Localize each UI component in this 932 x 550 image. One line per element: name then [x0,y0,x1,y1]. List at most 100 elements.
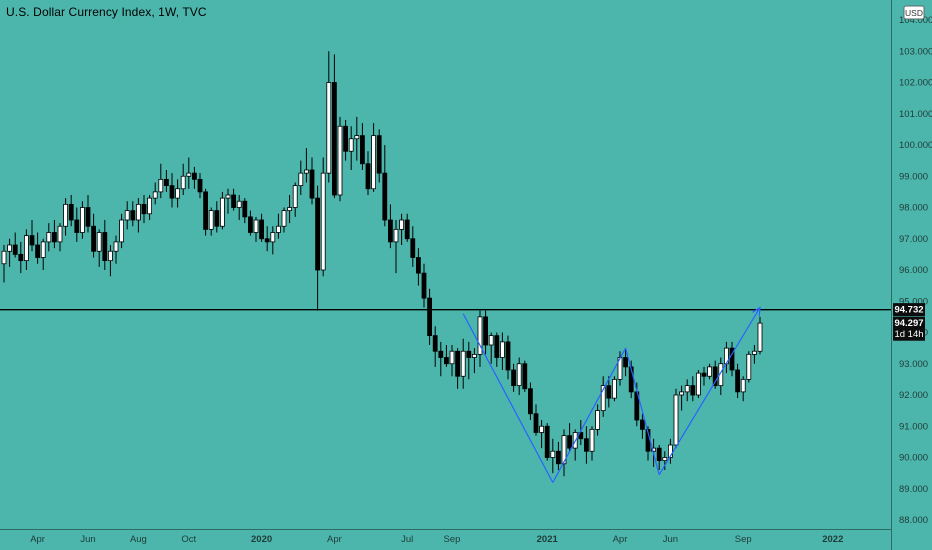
candle[interactable] [326,51,332,183]
candle[interactable] [701,366,707,386]
candle[interactable] [449,345,455,377]
candle[interactable] [612,376,617,402]
candle[interactable] [264,226,270,252]
candle[interactable] [668,438,673,464]
candle[interactable] [460,338,466,389]
candle[interactable] [567,423,572,452]
candle[interactable] [85,195,91,233]
candle[interactable] [696,370,701,399]
candle[interactable] [108,245,113,277]
candle[interactable] [399,213,405,245]
candle[interactable] [707,363,712,380]
candle[interactable] [337,116,343,202]
candle[interactable] [141,195,147,224]
candle[interactable] [623,348,628,377]
candle[interactable] [231,188,237,211]
candle[interactable] [18,241,24,274]
candle[interactable] [488,332,494,364]
candle[interactable] [511,363,517,392]
candle[interactable] [427,288,433,345]
candle[interactable] [12,232,18,258]
candle[interactable] [572,429,578,461]
candle[interactable] [679,385,684,411]
candle[interactable] [382,145,388,227]
candle[interactable] [29,220,35,252]
candle[interactable] [292,182,298,217]
candle[interactable] [365,151,371,195]
candle[interactable] [287,195,293,224]
candle[interactable] [135,198,141,233]
candle[interactable] [35,232,40,264]
candle[interactable] [298,160,304,195]
candle[interactable] [236,195,242,220]
candle[interactable] [438,341,444,377]
candle[interactable] [556,441,561,470]
candle[interactable] [544,423,550,461]
pattern-line[interactable] [625,347,660,475]
candle[interactable] [752,345,757,364]
candle[interactable] [225,188,231,214]
candle[interactable] [483,310,489,355]
candle[interactable] [662,451,668,470]
candle[interactable] [432,326,438,367]
candle[interactable] [746,351,752,383]
candle[interactable] [471,348,477,374]
candle[interactable] [331,54,337,199]
candle[interactable] [371,123,377,192]
candle[interactable] [46,223,52,252]
candle[interactable] [175,179,181,208]
candle[interactable] [259,213,265,242]
candle[interactable] [443,345,449,367]
candle[interactable] [219,191,225,230]
candle[interactable] [113,235,119,264]
candle[interactable] [186,157,192,189]
candle[interactable] [124,201,130,230]
candle[interactable] [354,116,360,161]
candle[interactable] [247,210,253,236]
candle[interactable] [309,157,315,205]
pattern-line[interactable] [658,307,761,475]
candle[interactable] [57,223,63,252]
candle[interactable] [203,188,209,236]
candle[interactable] [522,360,528,392]
candle[interactable] [410,226,416,267]
candle[interactable] [533,404,539,436]
candle[interactable] [197,173,203,199]
candle[interactable] [359,123,365,170]
candle[interactable] [757,316,763,355]
candle[interactable] [275,213,281,239]
candle[interactable] [80,201,85,239]
candle[interactable] [589,426,595,461]
candle[interactable] [253,216,259,242]
candle[interactable] [40,238,46,270]
candle[interactable] [393,220,399,274]
candle[interactable] [52,220,57,249]
candle[interactable] [421,263,427,308]
candle[interactable] [477,310,483,367]
candle[interactable] [499,332,505,371]
candle[interactable] [494,332,500,367]
candle[interactable] [1,245,7,283]
candle[interactable] [684,379,690,402]
candle[interactable] [712,360,718,389]
candle[interactable] [348,126,354,170]
candle[interactable] [466,341,472,380]
candle[interactable] [102,220,108,270]
candle[interactable] [74,207,80,242]
candle[interactable] [550,438,556,474]
candle[interactable] [343,120,349,161]
candle[interactable] [180,163,186,195]
candle[interactable] [169,173,175,208]
candle[interactable] [606,376,612,408]
pattern-line[interactable] [552,347,627,483]
candle[interactable] [68,195,74,227]
candle[interactable] [163,170,169,192]
candle[interactable] [376,129,382,183]
candle[interactable] [740,376,746,402]
candle[interactable] [7,238,12,267]
candle[interactable] [96,229,102,267]
candle[interactable] [208,207,214,236]
candle[interactable] [191,166,197,189]
candle[interactable] [505,335,511,380]
